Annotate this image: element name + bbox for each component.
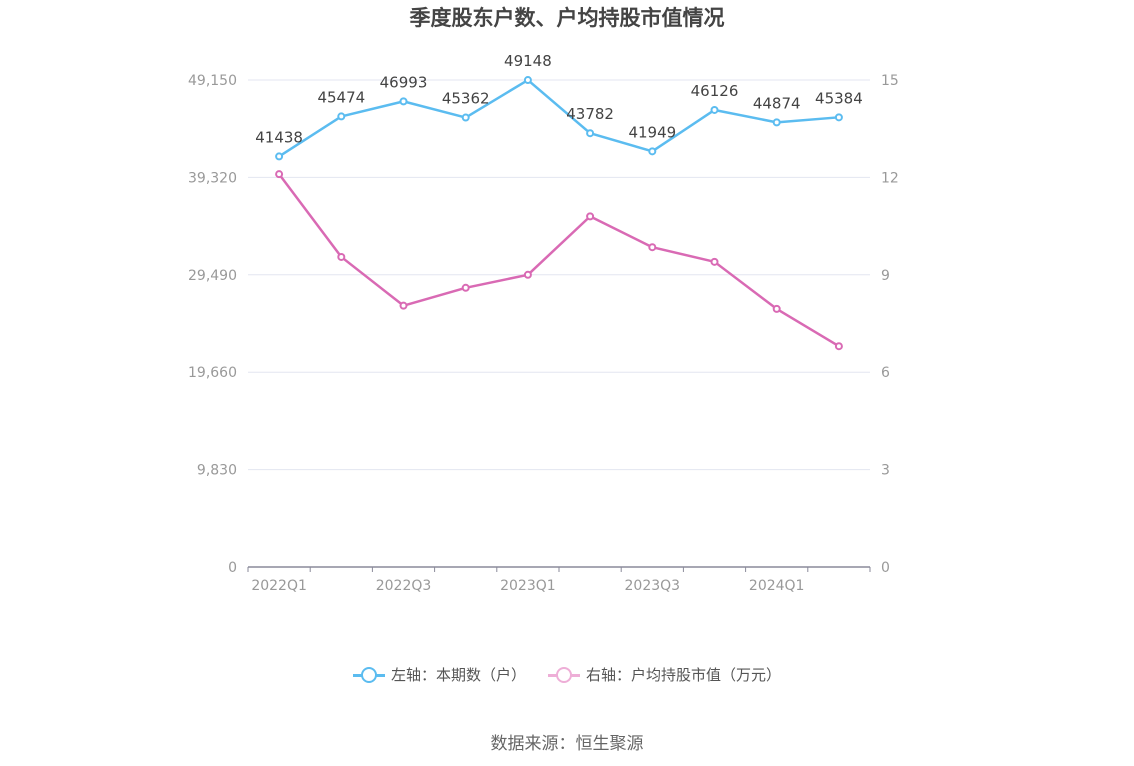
legend-item-left-series[interactable]: 左轴：本期数（户） <box>352 664 526 685</box>
data-point-left <box>275 152 284 161</box>
left-axis-tick-label: 39,320 <box>188 170 237 186</box>
right-axis-tick-label: 9 <box>881 268 890 284</box>
right-axis-tick-label: 0 <box>881 560 890 576</box>
data-point-left <box>772 118 781 127</box>
legend: 左轴：本期数（户） 右轴：户均持股市值（万元） <box>0 664 1134 685</box>
data-label: 45362 <box>442 90 490 108</box>
data-point-left <box>586 129 595 138</box>
x-axis-tick-label: 2023Q1 <box>500 578 556 594</box>
source-note: 数据来源：恒生聚源 <box>490 734 644 754</box>
data-point-right <box>710 257 719 266</box>
data-label: 45474 <box>317 88 365 106</box>
data-point-left <box>461 113 470 122</box>
data-point-right <box>772 304 781 313</box>
data-point-right <box>275 170 284 179</box>
left-axis-tick-label: 29,490 <box>188 268 237 284</box>
right-axis-tick-label: 15 <box>881 73 899 89</box>
data-point-left <box>523 76 532 85</box>
x-axis-tick-label: 2022Q1 <box>251 578 307 594</box>
left-axis-tick-label: 19,660 <box>188 365 237 381</box>
data-label: 41438 <box>255 128 303 146</box>
right-axis-tick-label: 12 <box>881 170 899 186</box>
data-point-right <box>461 283 470 292</box>
series-line-left <box>278 78 840 158</box>
legend-swatch-right <box>548 666 580 683</box>
left-axis-tick-label: 9,830 <box>197 463 237 479</box>
data-point-right <box>337 252 346 261</box>
legend-label-left: 左轴：本期数（户） <box>390 666 526 684</box>
left-axis-tick-label: 49,150 <box>188 73 237 89</box>
x-axis-tick-label: 2024Q1 <box>749 578 805 594</box>
data-point-left <box>648 147 657 156</box>
chart-title: 季度股东户数、户均持股市值情况 <box>409 6 725 30</box>
data-point-left <box>834 113 843 122</box>
data-point-right <box>523 270 532 279</box>
data-point-right <box>586 212 595 221</box>
data-label: 46993 <box>380 73 428 91</box>
x-axis-tick-label: 2022Q3 <box>376 578 432 594</box>
legend-swatch-left <box>352 666 385 683</box>
data-point-left <box>337 112 346 121</box>
data-point-right <box>834 342 843 351</box>
data-label: 43782 <box>566 105 614 123</box>
data-point-right <box>399 301 408 310</box>
data-label: 45384 <box>815 89 863 107</box>
data-label: 44874 <box>753 94 801 112</box>
legend-label-right: 右轴：户均持股市值（万元） <box>586 666 782 684</box>
left-axis-tick-label: 0 <box>228 560 237 576</box>
series-line-right <box>278 173 840 348</box>
right-axis-tick-label: 3 <box>881 463 890 479</box>
data-point-right <box>648 243 657 252</box>
legend-item-right-series[interactable]: 右轴：户均持股市值（万元） <box>548 664 781 685</box>
data-label: 46126 <box>691 82 739 100</box>
data-label: 49148 <box>504 52 552 70</box>
x-axis-tick-label: 2023Q3 <box>625 578 681 594</box>
right-axis-tick-label: 6 <box>881 365 890 381</box>
data-point-left <box>399 97 408 106</box>
data-label: 41949 <box>628 123 676 141</box>
data-point-left <box>710 105 719 114</box>
